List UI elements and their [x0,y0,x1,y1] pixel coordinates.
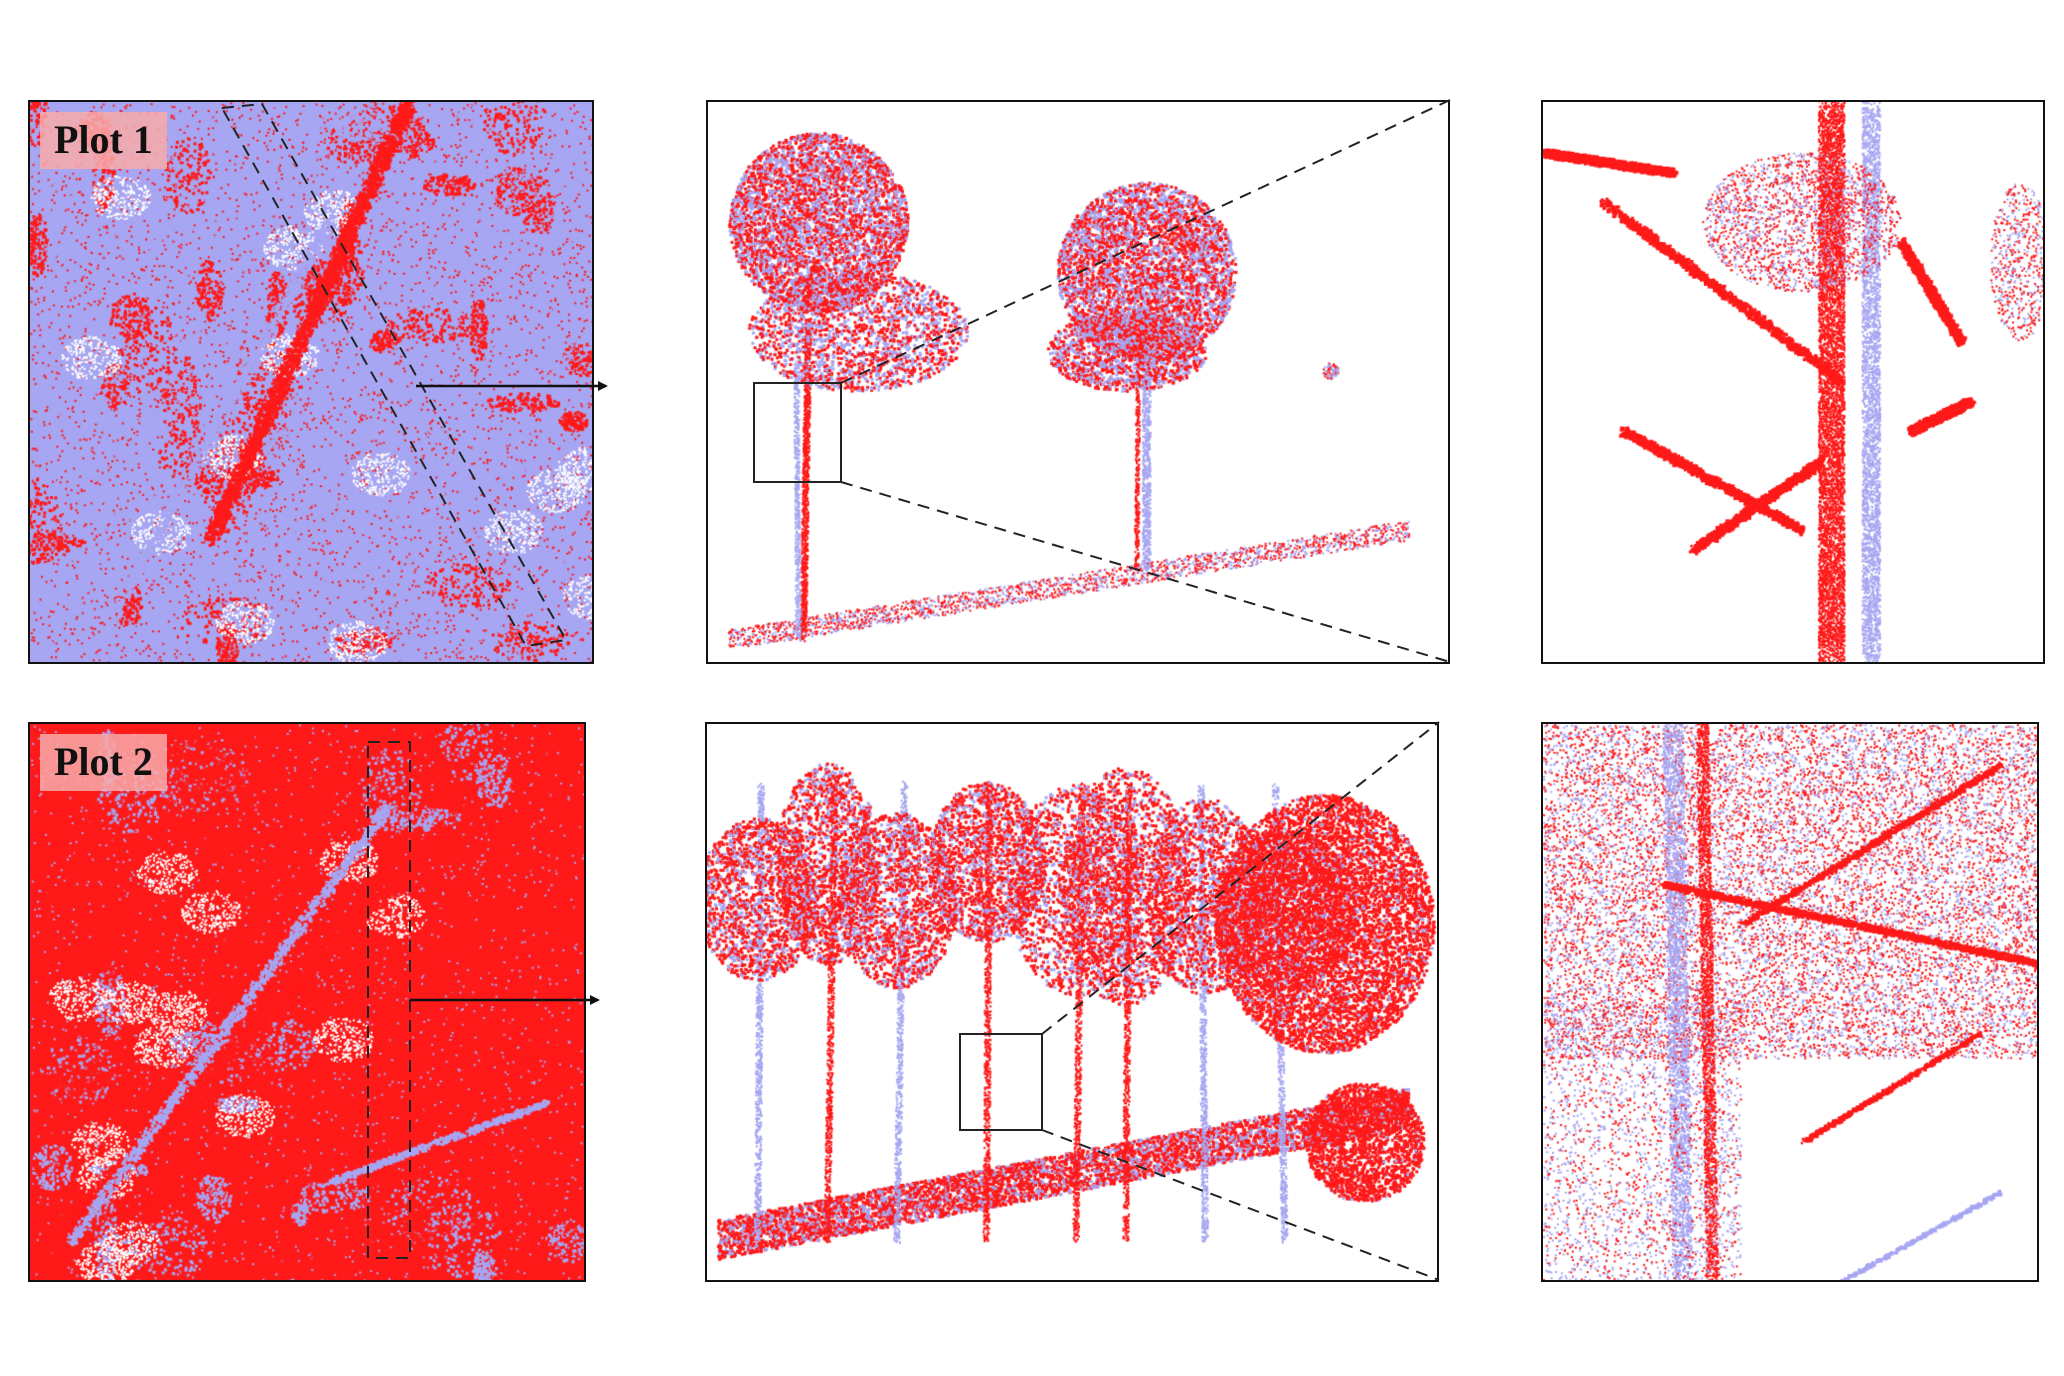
plot1-side-view-panel [706,100,1450,664]
plot2-side-view-panel [705,722,1439,1282]
plot1-label: Plot 1 [40,112,167,169]
plot2-top-view-panel: Plot 2 [28,722,586,1282]
plot1-top-view-panel: Plot 1 [28,100,594,664]
plot2-side-view-pointcloud [707,724,1437,1280]
plot2-zoom-view-panel [1541,722,2039,1282]
plot1-zoom-view-pointcloud [1543,102,2043,662]
plot2-zoom-view-pointcloud [1543,724,2037,1280]
plot1-top-view-pointcloud [30,102,592,662]
plot2-top-view-pointcloud [30,724,584,1280]
plot1-side-view-pointcloud [708,102,1448,662]
plot2-label: Plot 2 [40,734,167,791]
plot1-zoom-view-panel [1541,100,2045,664]
